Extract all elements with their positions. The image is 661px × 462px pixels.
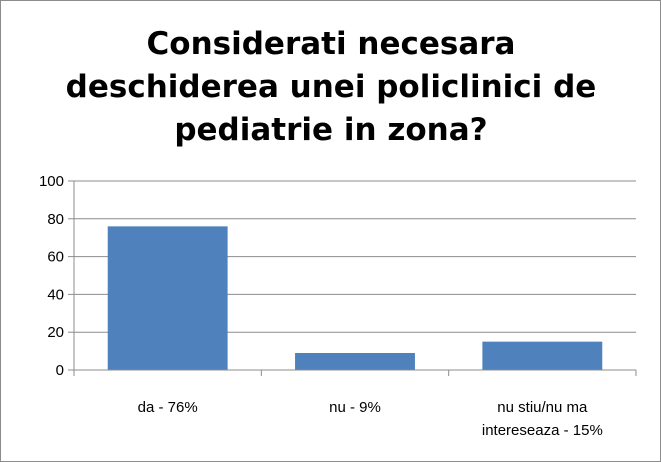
x-category-label: da - 76% [138,399,198,416]
y-tick-label: 0 [56,362,64,379]
bar-2 [482,341,603,370]
x-category-label: intereseaza - 15% [482,422,603,439]
y-tick-label: 40 [47,286,64,303]
x-category-label: nu stiu/nu ma [497,399,588,416]
bar-0 [107,226,228,370]
y-tick-label: 60 [47,249,64,266]
y-tick-label: 80 [47,211,64,228]
chart-title: Considerati necesara deschiderea unei po… [65,26,597,148]
y-tick-label: 100 [39,173,64,190]
x-category-label: nu - 9% [329,399,381,416]
y-tick-label: 20 [47,324,64,341]
bar-1 [295,352,415,370]
